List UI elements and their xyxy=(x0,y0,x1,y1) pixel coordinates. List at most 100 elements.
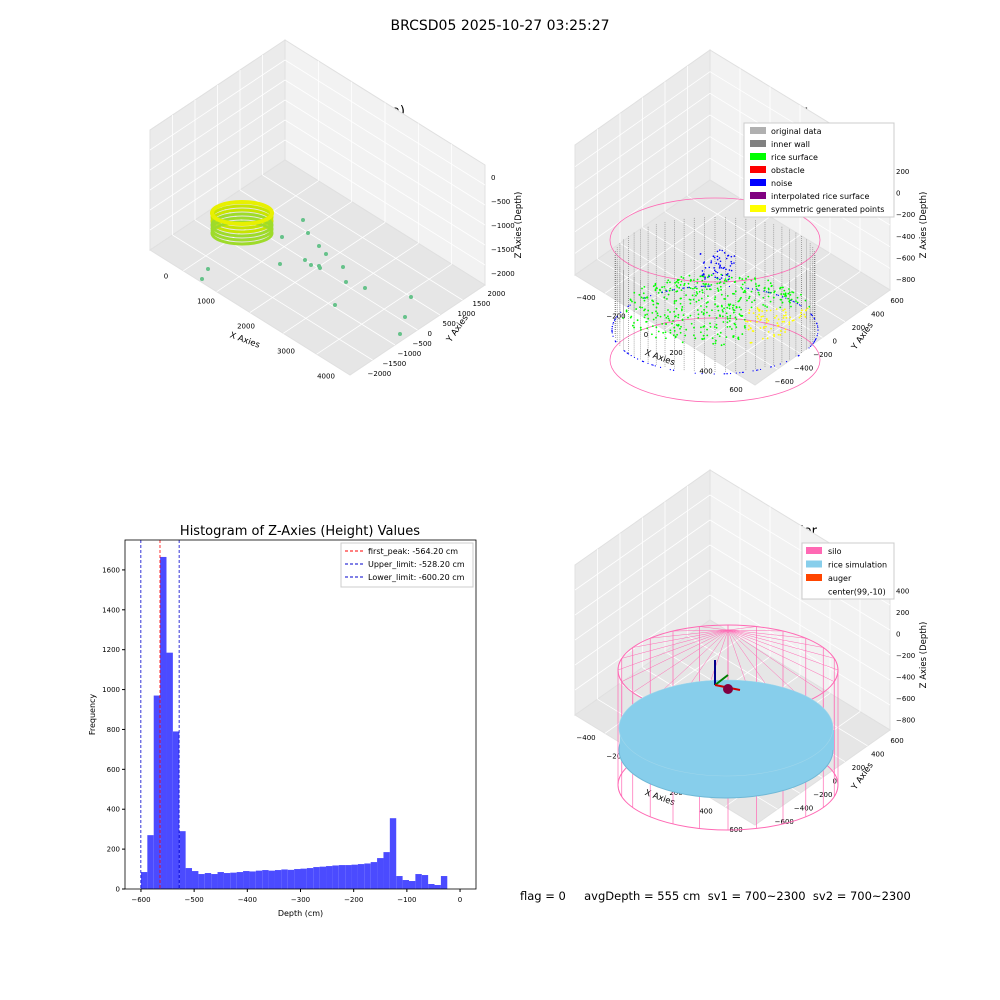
p4-zaxis-label: Z Axies (Depth) xyxy=(919,622,929,689)
p2-rice-point xyxy=(654,282,657,285)
p2-rice-point xyxy=(758,310,760,312)
p1-ytick-label: 1500 xyxy=(473,300,491,308)
p2-noise-point xyxy=(671,289,674,291)
p2-rice-point xyxy=(701,338,703,340)
p2-noise-point xyxy=(814,318,816,320)
p2-rice-point xyxy=(750,279,753,282)
p2-rice-point xyxy=(733,281,736,284)
p2-noise-point xyxy=(712,255,715,257)
p2-rice-point xyxy=(643,285,646,288)
p2-rice-point xyxy=(673,330,676,332)
p1-data-point xyxy=(318,266,322,270)
p2-rice-point xyxy=(745,320,747,323)
p2-rice-point xyxy=(714,342,717,345)
panel2-3d-classify[interactable]: −400−2000200400600−600−400−2000200400600… xyxy=(555,49,929,460)
p4-rice-simulation-top xyxy=(618,679,834,777)
p2-rice-point xyxy=(725,336,728,339)
y-axis-label: Frequency xyxy=(88,694,97,736)
p2-rice-point xyxy=(641,306,644,309)
p2-rice-point xyxy=(757,317,759,320)
p2-noise-point xyxy=(719,278,721,281)
p2-rice-point xyxy=(691,294,694,297)
p2-noise-point xyxy=(719,260,722,263)
chart-title: Histogram of Z-Axies (Height) Values xyxy=(179,524,421,539)
p2-ztick-label: −400 xyxy=(896,233,915,241)
p2-rice-point xyxy=(663,296,666,299)
histogram-bar xyxy=(249,871,256,889)
p2-rice-point xyxy=(738,277,741,280)
p2-noise-point xyxy=(730,260,733,263)
p2-rice-point xyxy=(651,325,654,328)
p2-noise-point xyxy=(701,274,704,277)
p2-rice-point xyxy=(725,312,728,315)
p2-noise-point xyxy=(729,265,732,267)
p2-rice-point xyxy=(795,300,797,303)
p4-ztick-label: 0 xyxy=(896,631,900,639)
p2-rice-point xyxy=(770,284,773,287)
p2-noise-point xyxy=(797,355,799,357)
histogram-bar xyxy=(255,870,263,889)
p2-noise-point xyxy=(785,297,787,299)
p2-noise-point xyxy=(810,314,813,316)
p2-noise-point xyxy=(695,286,697,288)
p2-rice-point xyxy=(706,334,709,337)
ytick-label: 1600 xyxy=(102,566,120,574)
p2-noise-point xyxy=(716,271,719,274)
p4-silo-roof-line xyxy=(621,629,729,682)
p4-ytick-label: −600 xyxy=(775,818,794,826)
p2-rice-point xyxy=(746,320,749,323)
p2-rice-point xyxy=(748,309,751,312)
p2-noise-point xyxy=(813,317,815,319)
ytick-label: 800 xyxy=(107,726,120,734)
p2-rice-point xyxy=(738,313,741,316)
p2-gridline xyxy=(687,195,868,307)
p2-rice-point xyxy=(702,326,705,328)
p2-rice-point xyxy=(700,311,703,313)
xtick-label: −400 xyxy=(238,896,257,904)
p2-rice-point xyxy=(715,326,718,329)
panel1-3d-plot[interactable]: 0 1000 2000 3000 4000 −2000 −1500 −1000 −500 0 500… xyxy=(130,39,600,480)
p2-rice-point xyxy=(723,307,725,310)
p2-rice-point xyxy=(741,333,744,335)
panel4-3d-simulation[interactable]: −400−2000200400600−600−400−2000200400600… xyxy=(555,469,929,880)
p2-rice-point xyxy=(715,323,718,326)
p2-noise-point xyxy=(716,276,719,279)
histogram-bar xyxy=(313,867,320,889)
figure-title: BRCSD05 2025-10-27 03:25:27 xyxy=(390,18,610,34)
p2-noise-point xyxy=(710,261,712,264)
p2-rice-point xyxy=(677,281,680,284)
p2-rice-point xyxy=(791,319,794,322)
p2-rice-point xyxy=(729,303,732,306)
p4-ztick-label: −800 xyxy=(896,716,915,724)
p2-rice-point xyxy=(788,300,791,303)
p2-rice-point xyxy=(754,283,757,285)
p2-rice-point xyxy=(664,331,667,334)
p2-rice-point xyxy=(655,310,657,313)
p2-noise-point xyxy=(776,294,778,296)
p2-noise-point xyxy=(659,366,662,368)
p1-data-point xyxy=(344,280,348,284)
p2-rice-point xyxy=(701,289,704,291)
p2-rice-point xyxy=(744,326,746,329)
p2-rice-point xyxy=(753,299,756,302)
histogram-chart[interactable]: −600 −500 −400 −300 −200 −100 0 0 200 400 600 800 10… xyxy=(40,530,520,930)
p2-noise-point xyxy=(716,258,719,261)
p2-noise-point xyxy=(741,371,744,374)
p2-rice-point xyxy=(689,314,692,317)
p2-rice-point xyxy=(784,331,786,333)
p2-rice-point xyxy=(633,321,635,324)
p2-noise-point xyxy=(612,322,615,324)
p2-noise-point xyxy=(752,370,754,372)
p2-noise-point xyxy=(611,326,613,328)
p2-rice-point xyxy=(639,326,642,329)
p2-noise-point xyxy=(701,270,704,272)
p2-rice-point xyxy=(638,293,641,296)
p2-rice-point xyxy=(770,327,773,330)
p2-rice-point xyxy=(758,284,761,287)
p2-rice-point xyxy=(658,288,661,291)
p2-ytick-label: 600 xyxy=(890,297,903,305)
p1-ztick-label: −2000 xyxy=(491,270,515,278)
p2-rice-point xyxy=(740,296,742,299)
histogram-bar xyxy=(370,862,378,889)
histogram-bar xyxy=(338,865,346,889)
